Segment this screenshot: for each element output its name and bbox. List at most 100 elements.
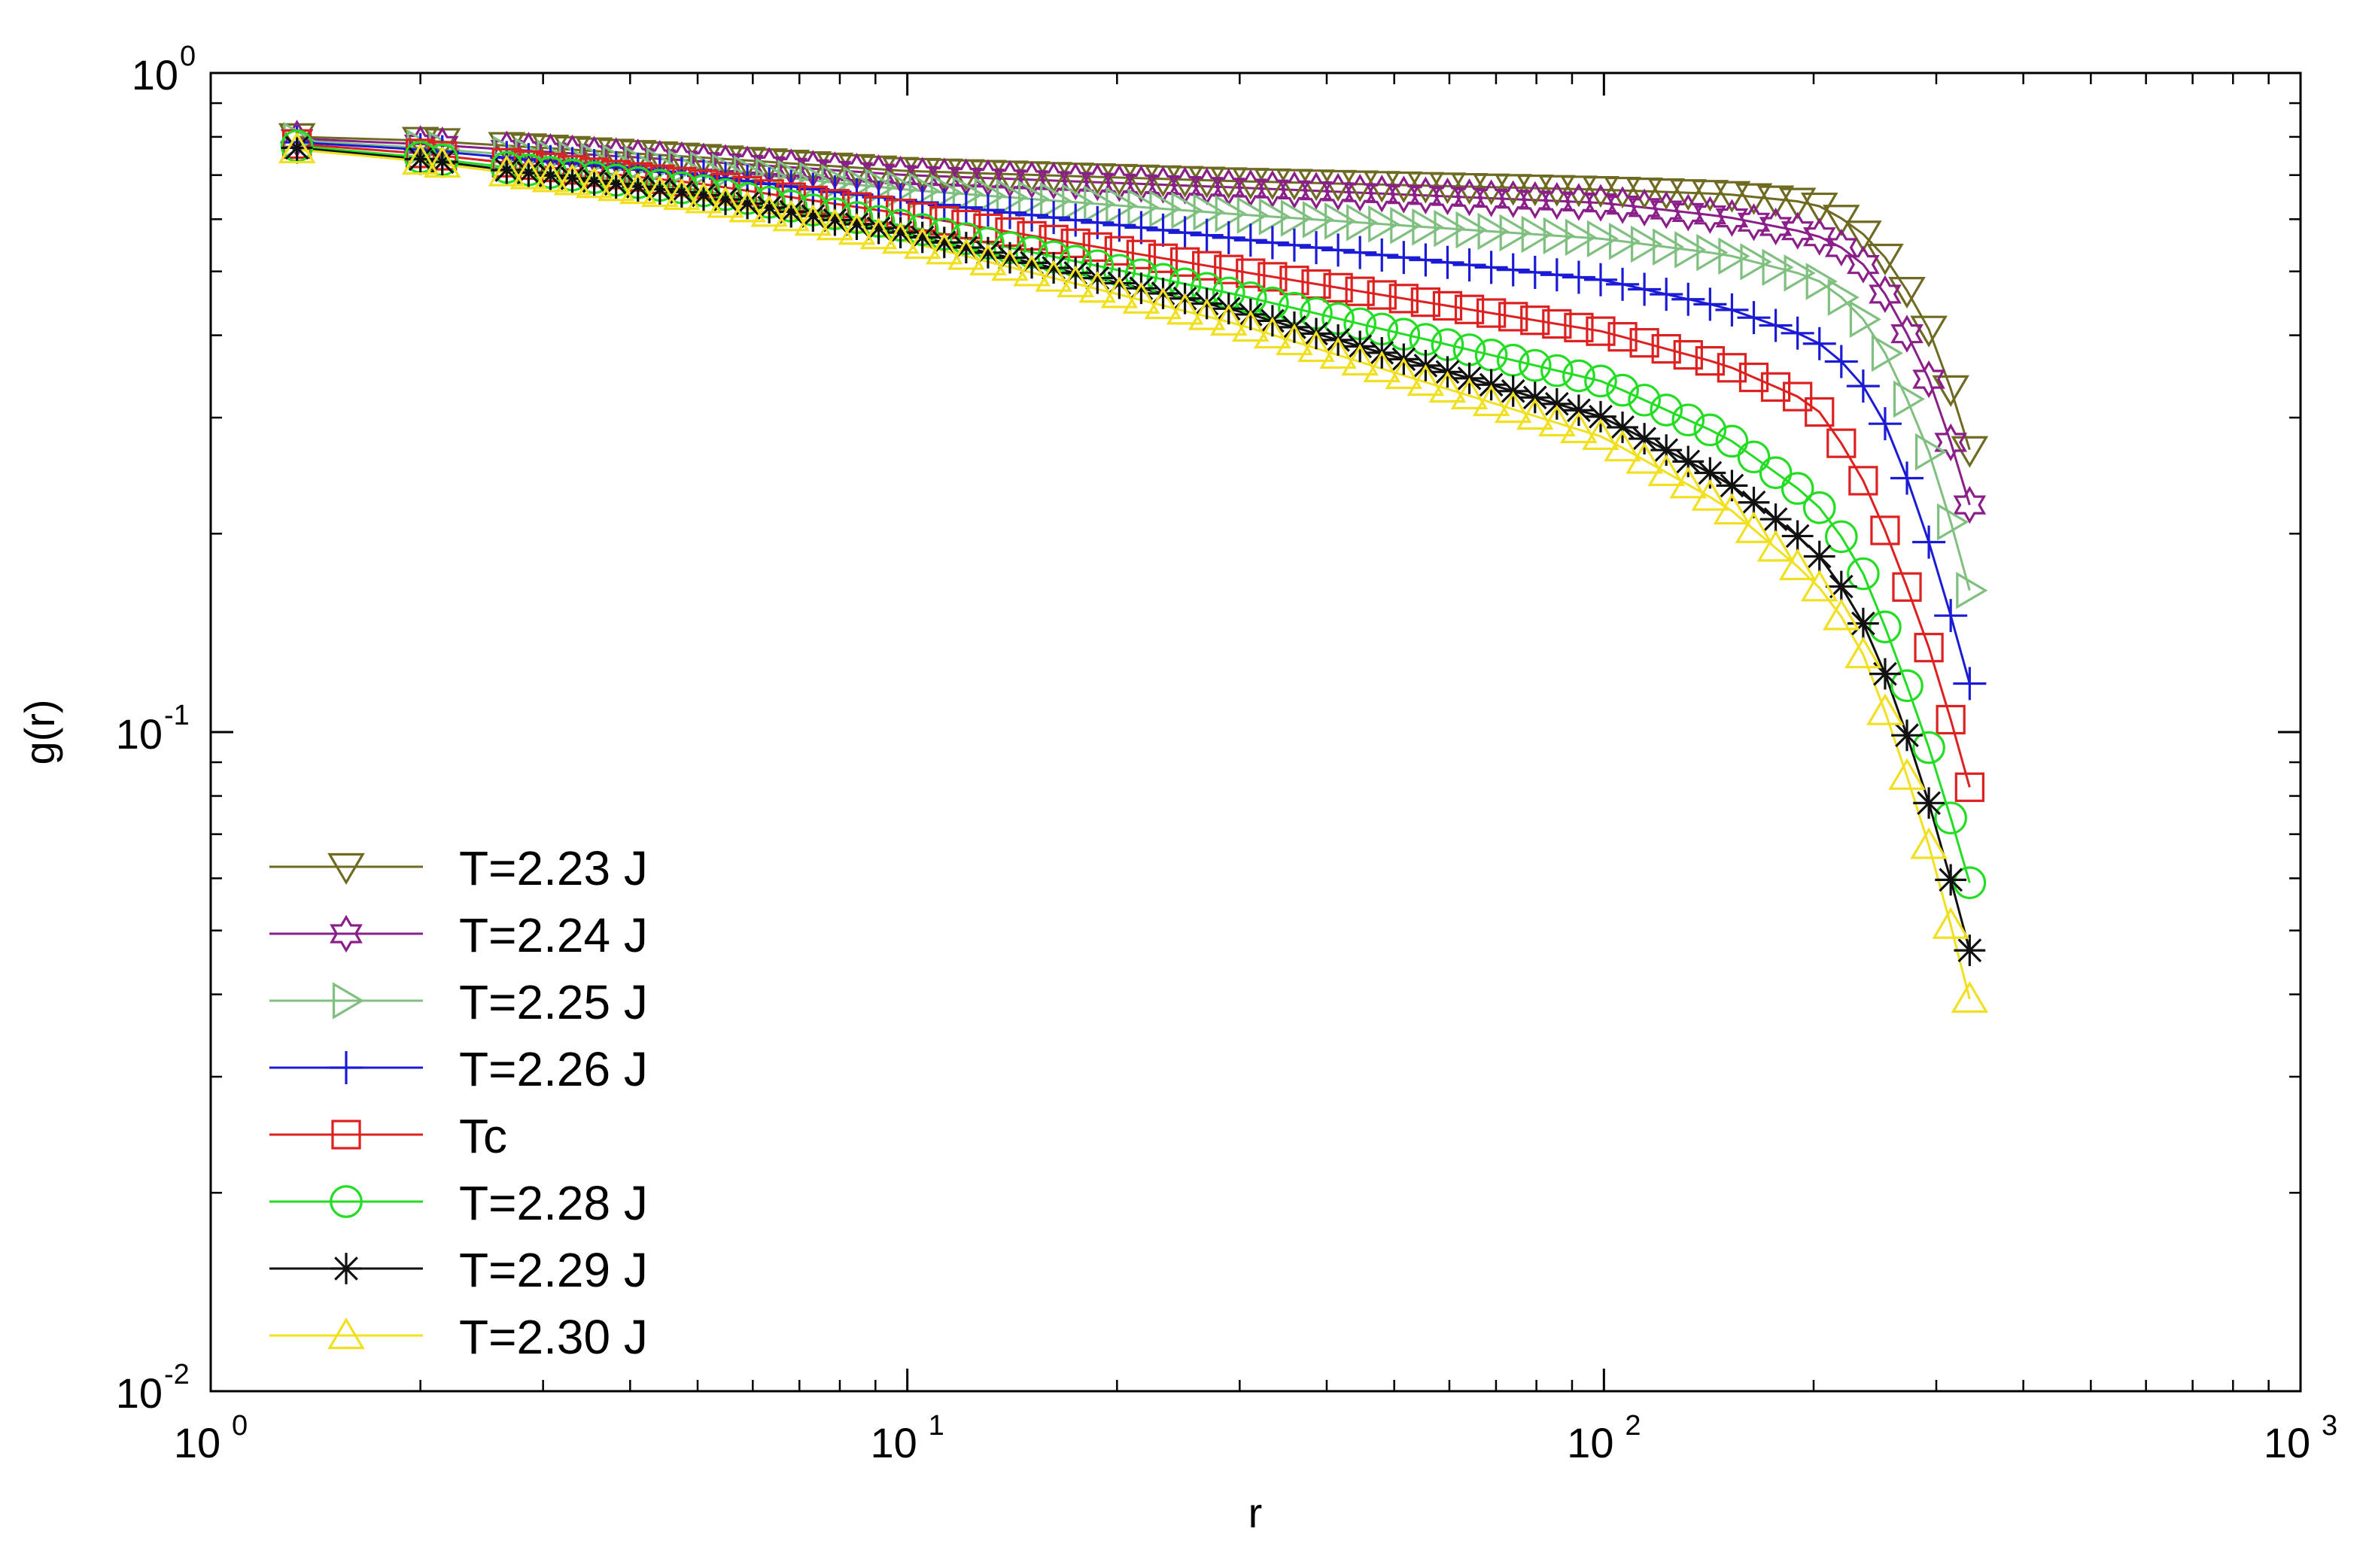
data-point [1869,658,1901,690]
data-point [1209,303,1248,336]
data-point [423,145,461,178]
data-point [1756,185,1795,217]
data-point [1191,287,1223,320]
data-point [1800,570,1838,602]
data-point [1543,217,1575,255]
data-point [1450,377,1489,410]
data-point [1037,201,1071,235]
data-point [1932,907,1969,939]
data-point [1717,353,1747,383]
data-point [1953,667,1987,700]
legend-label: T=2.24 J [459,908,648,962]
data-point [1846,369,1880,403]
legend-marker [331,1120,361,1150]
data-point [556,163,588,194]
data-point [1432,290,1463,321]
data-point [1913,787,1945,819]
data-point [1563,394,1595,427]
data-point [930,174,963,211]
data-point [600,168,632,200]
data-point [665,176,698,208]
data-point [1015,198,1049,232]
data-point [859,217,898,250]
data-point [1888,276,1926,309]
legend: T=2.23 J T=2.24 J T=2.25 J T=2.26 J Tc T=2.28… [269,841,648,1364]
data-point [553,163,592,196]
data-point [1082,232,1112,262]
data-point [1606,186,1639,224]
data-point [1672,445,1705,478]
data-point [1760,372,1791,402]
data-point [1494,390,1532,424]
data-point [1081,262,1114,294]
data-point [1300,231,1334,265]
data-point [1190,218,1224,252]
data-point [1434,209,1466,248]
data-point [1912,360,1945,399]
data-point [1781,316,1814,350]
data-point [1827,278,1860,317]
data-point [1324,202,1357,240]
data-point [1824,520,1858,554]
data-point [1892,572,1922,602]
y-axis-label: g(r) [16,699,63,764]
data-point [1910,315,1948,348]
data-point [1363,350,1401,383]
data-point [1650,190,1683,229]
data-point [643,173,676,205]
data-point [1499,214,1531,252]
data-point [641,175,679,208]
data-point [1585,400,1616,433]
data-point [1953,485,1987,524]
data-point [1105,187,1138,224]
data-point [707,186,744,218]
data-point [1869,610,1902,644]
data-point [1472,384,1510,417]
data-point [750,195,788,227]
data-point [1608,222,1641,260]
data-point [1255,226,1289,260]
data-point [1100,276,1139,308]
data-point [1781,211,1814,250]
data-point [753,192,786,223]
legend-label: T=2.29 J [459,1243,648,1297]
data-point [1013,254,1051,287]
data-point [991,249,1029,281]
data-point [1934,599,1968,633]
data-point [1800,192,1838,225]
data-point [1540,354,1574,387]
data-point [993,196,1026,229]
data-point [841,208,873,241]
data-point [1847,245,1880,284]
data-point [1716,469,1748,502]
data-point [1040,181,1072,220]
data-point [1149,190,1181,228]
data-point [1584,184,1617,222]
data-point [1951,980,1989,1013]
data-point [1893,380,1926,418]
data-point [775,196,807,228]
data-point [1477,212,1510,251]
data-point [1606,267,1640,301]
data-point [1144,287,1182,320]
data-point [1323,272,1353,303]
data-point [1562,359,1595,393]
data-point [819,204,851,236]
data-point [1870,515,1900,545]
data-point [1582,418,1619,451]
data-point [512,156,545,189]
data-point [1673,340,1703,370]
data-point [1715,293,1749,327]
data-point [281,132,313,164]
x-tick-label-exponent: 2 [1625,1410,1641,1442]
data-point [1628,188,1661,226]
data-point [578,165,610,197]
data-point [1693,196,1727,234]
data-point [1540,387,1573,420]
data-point [1565,218,1597,257]
data-point [972,236,1004,269]
data-point [685,181,722,214]
data-point [1805,397,1835,427]
data-point [1890,461,1924,495]
legend-marker [330,914,363,953]
